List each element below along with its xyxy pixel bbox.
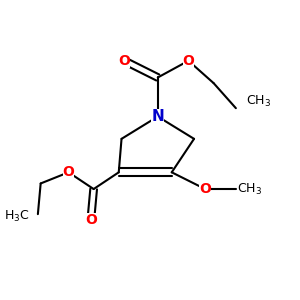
Text: O: O [85, 213, 97, 227]
Text: CH$_3$: CH$_3$ [246, 94, 271, 109]
Text: H$_3$C: H$_3$C [4, 209, 29, 224]
Text: N: N [152, 109, 164, 124]
Text: CH$_3$: CH$_3$ [237, 182, 262, 196]
Text: O: O [182, 54, 194, 68]
Text: O: O [199, 182, 211, 196]
Text: O: O [63, 165, 74, 179]
Text: O: O [118, 54, 130, 68]
